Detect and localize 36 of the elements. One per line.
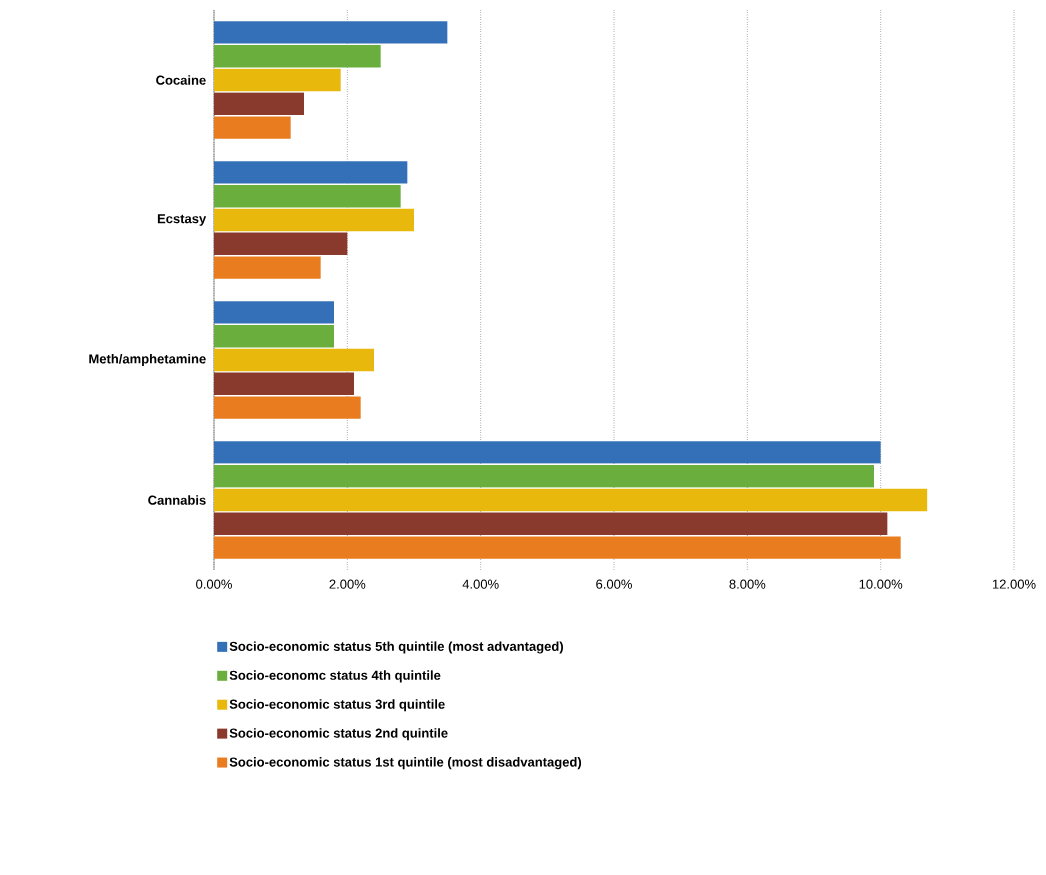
bar bbox=[214, 21, 448, 44]
legend-label: Socio-economic status 3rd quintile bbox=[229, 699, 445, 712]
y-tick-label: Cannabis bbox=[148, 495, 206, 505]
x-tick-label: 0.00% bbox=[196, 579, 232, 589]
bar bbox=[214, 92, 304, 115]
x-tick-label: 12.00% bbox=[992, 579, 1036, 589]
bar bbox=[214, 441, 881, 464]
x-tick-label: 8.00% bbox=[729, 579, 766, 589]
legend-label: Socio-economic status 1st quintile (most disadvantaged) bbox=[229, 757, 582, 770]
bar bbox=[214, 372, 354, 396]
legend-label: Socio-economc status 4th quintile bbox=[229, 670, 441, 683]
bar bbox=[214, 348, 374, 372]
y-tick-label: Cocaine bbox=[156, 75, 206, 85]
legend-label: Socio-economic status 2nd quintile bbox=[229, 728, 448, 741]
bar bbox=[214, 465, 875, 488]
bar bbox=[214, 536, 901, 559]
x-tick-label: 6.00% bbox=[596, 579, 632, 589]
bar bbox=[214, 232, 348, 256]
bar bbox=[214, 68, 341, 92]
bar bbox=[214, 325, 334, 348]
bar bbox=[214, 396, 361, 419]
bar bbox=[214, 488, 928, 512]
y-tick-label: Ecstasy bbox=[157, 214, 207, 226]
x-tick-label: 10.00% bbox=[859, 579, 903, 589]
bar bbox=[214, 301, 334, 324]
bar bbox=[214, 161, 408, 184]
bar bbox=[214, 185, 401, 208]
legend-label: Socio-economic status 5th quintile (most advantaged) bbox=[229, 641, 563, 654]
bar bbox=[214, 116, 291, 139]
x-tick-label: 2.00% bbox=[329, 579, 366, 589]
x-tick-label: 4.00% bbox=[462, 579, 499, 589]
bar bbox=[214, 45, 381, 68]
y-tick-label: Meth/amphetamine bbox=[89, 353, 206, 367]
bar bbox=[214, 208, 414, 232]
bar bbox=[214, 256, 321, 279]
bar bbox=[214, 512, 888, 536]
